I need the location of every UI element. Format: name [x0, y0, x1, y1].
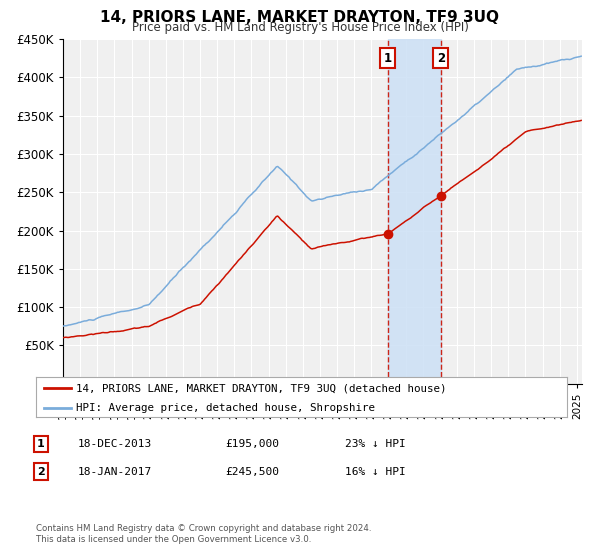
Text: 16% ↓ HPI: 16% ↓ HPI: [345, 466, 406, 477]
Text: 2: 2: [37, 466, 44, 477]
Text: 1: 1: [383, 52, 392, 64]
Text: Contains HM Land Registry data © Crown copyright and database right 2024.: Contains HM Land Registry data © Crown c…: [36, 524, 371, 533]
Text: £245,500: £245,500: [225, 466, 279, 477]
Text: This data is licensed under the Open Government Licence v3.0.: This data is licensed under the Open Gov…: [36, 535, 311, 544]
Text: 18-DEC-2013: 18-DEC-2013: [78, 439, 152, 449]
Text: 18-JAN-2017: 18-JAN-2017: [78, 466, 152, 477]
Text: £195,000: £195,000: [225, 439, 279, 449]
Text: 14, PRIORS LANE, MARKET DRAYTON, TF9 3UQ (detached house): 14, PRIORS LANE, MARKET DRAYTON, TF9 3UQ…: [76, 383, 446, 393]
Text: 1: 1: [37, 439, 44, 449]
Bar: [388, 39, 440, 384]
Text: 2: 2: [437, 52, 445, 64]
Text: 14, PRIORS LANE, MARKET DRAYTON, TF9 3UQ: 14, PRIORS LANE, MARKET DRAYTON, TF9 3UQ: [101, 10, 499, 25]
Text: Price paid vs. HM Land Registry's House Price Index (HPI): Price paid vs. HM Land Registry's House …: [131, 21, 469, 34]
Text: HPI: Average price, detached house, Shropshire: HPI: Average price, detached house, Shro…: [76, 403, 375, 413]
Text: 23% ↓ HPI: 23% ↓ HPI: [345, 439, 406, 449]
